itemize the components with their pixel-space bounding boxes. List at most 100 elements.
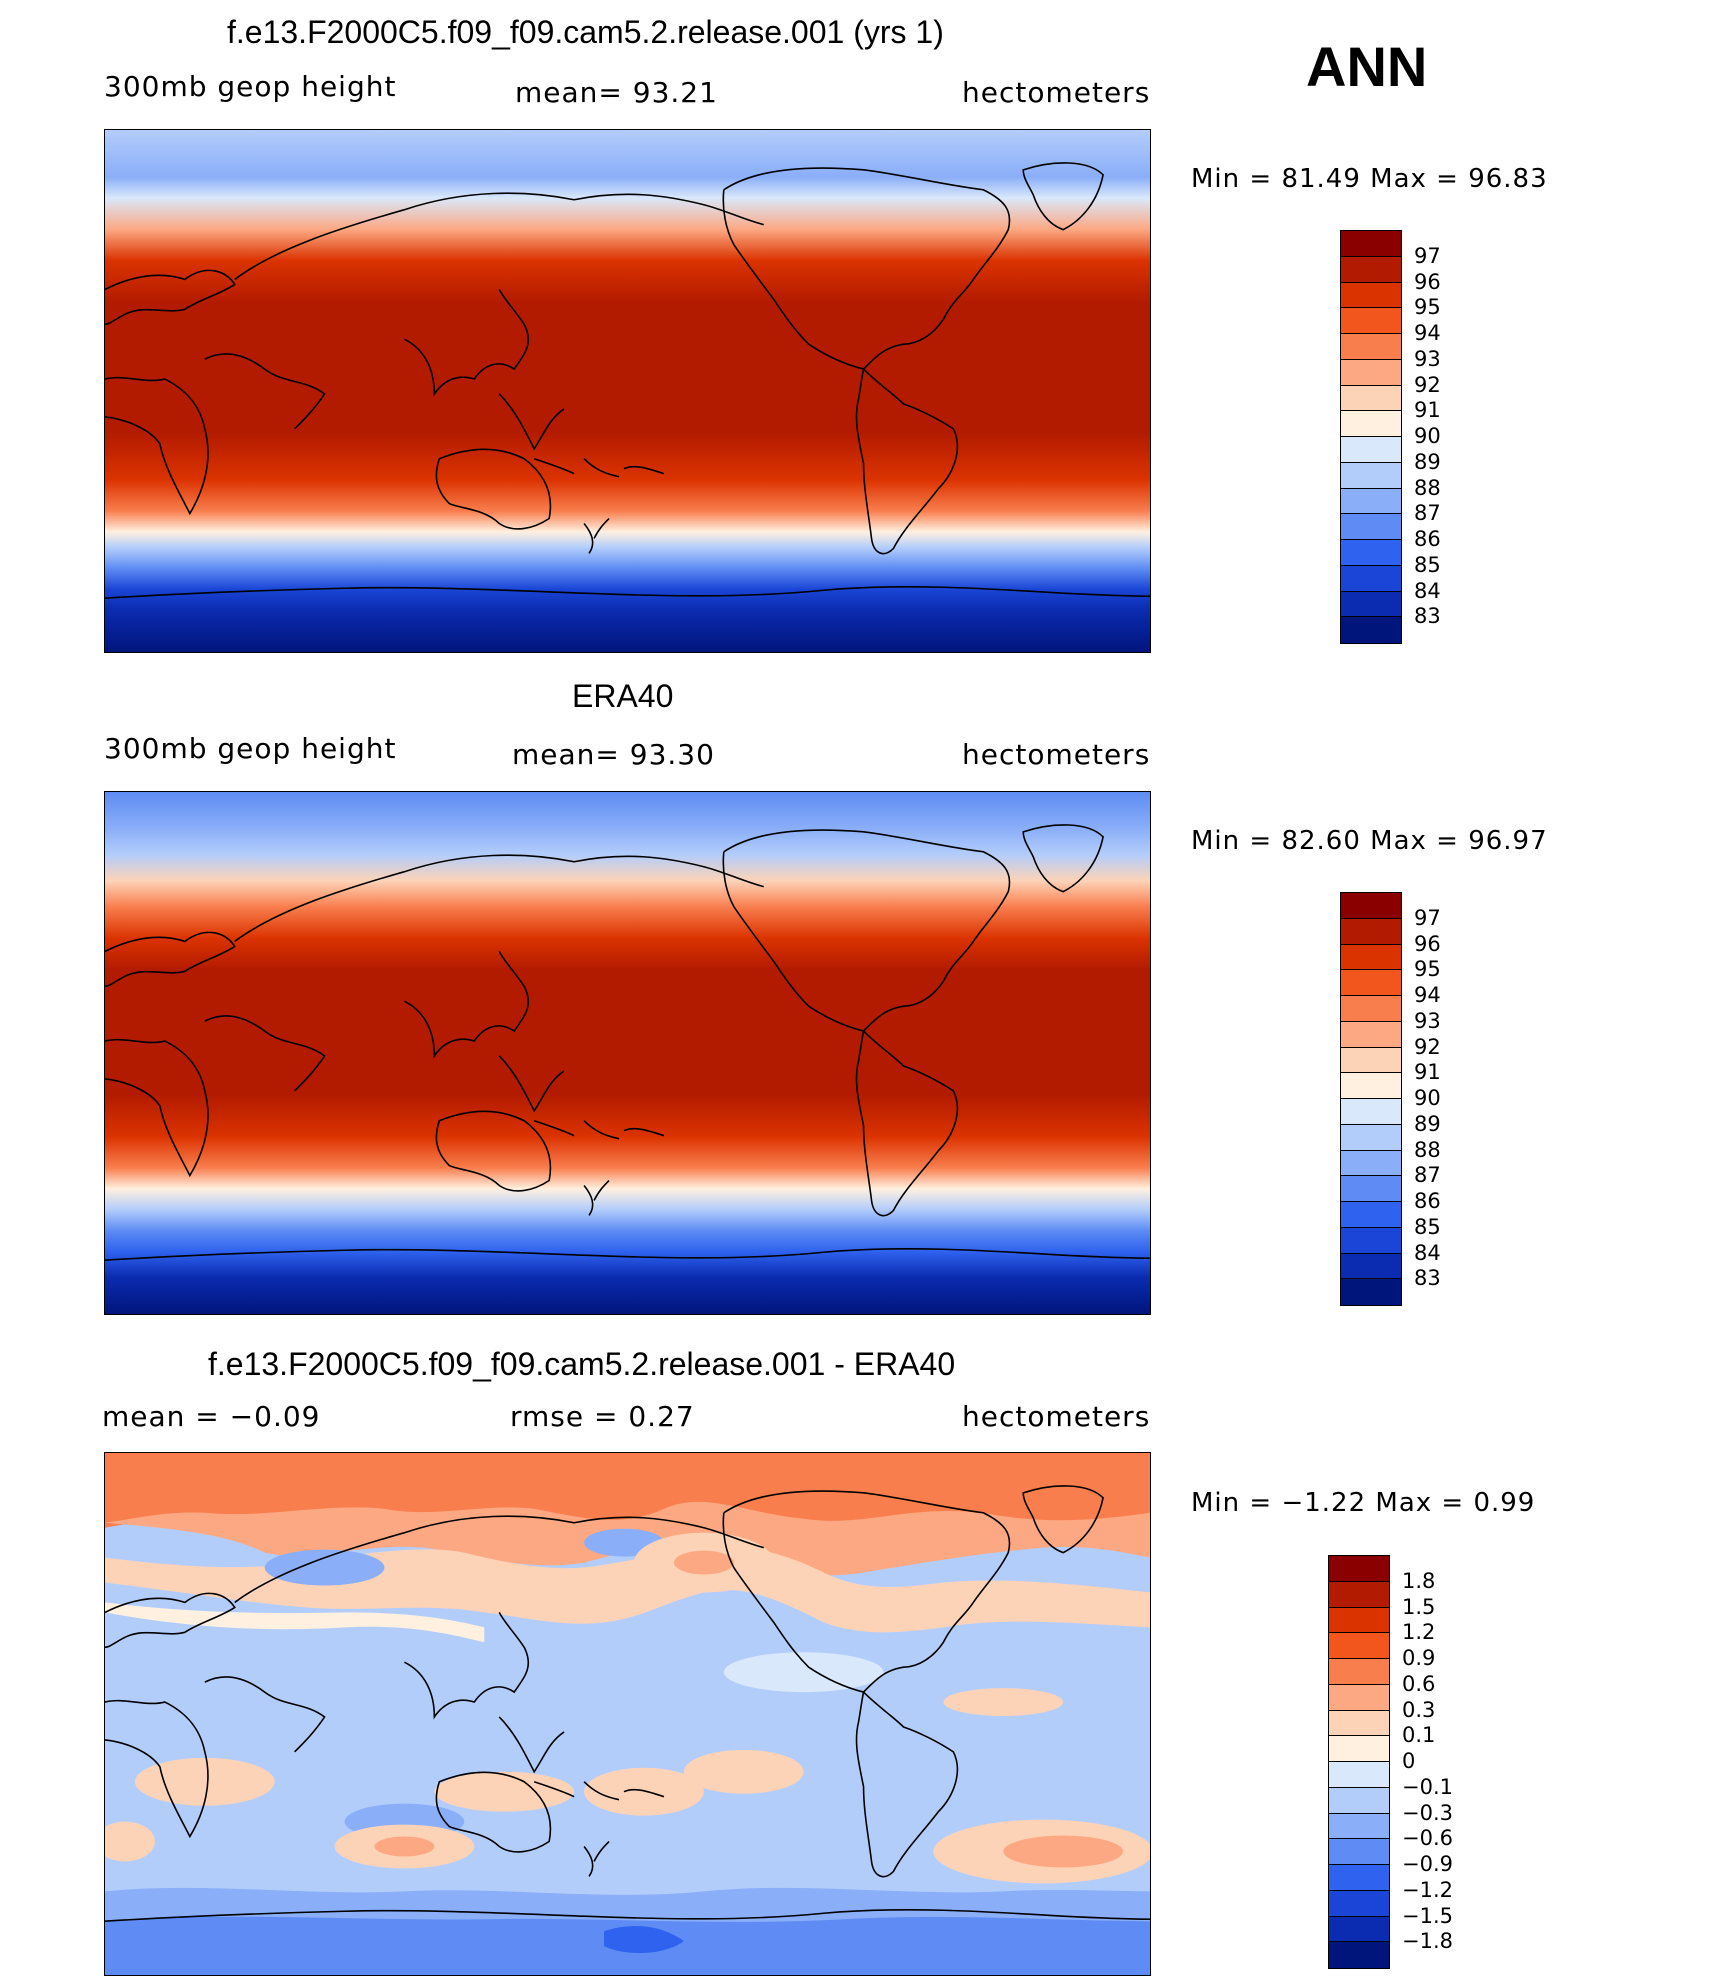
colorbar-swatch bbox=[1341, 540, 1401, 566]
colorbar-swatch bbox=[1341, 1279, 1401, 1305]
colorbar-swatch bbox=[1341, 996, 1401, 1022]
panel1-units-label: hectometers bbox=[962, 76, 1151, 109]
colorbar-swatch bbox=[1341, 1124, 1401, 1151]
colorbar-tick-label: 97 bbox=[1414, 243, 1441, 268]
colorbar-tick-label: 0.9 bbox=[1402, 1646, 1436, 1670]
colorbar-tick-label: 88 bbox=[1414, 1137, 1441, 1162]
panel1-variable-label: 300mb geop height bbox=[104, 70, 397, 103]
colorbar-swatch bbox=[1341, 1021, 1401, 1048]
colorbar-swatch bbox=[1341, 411, 1401, 437]
colorbar-swatch bbox=[1329, 1710, 1389, 1737]
colorbar-swatch bbox=[1341, 256, 1401, 283]
panel2-title: ERA40 bbox=[572, 678, 674, 714]
colorbar-tick-label: −1.5 bbox=[1402, 1903, 1453, 1928]
colorbar-tick-label: 92 bbox=[1414, 1034, 1441, 1059]
colorbar-tick-label: −1.8 bbox=[1402, 1929, 1453, 1954]
colorbar-tick-label: −0.9 bbox=[1402, 1852, 1453, 1876]
colorbar-swatch bbox=[1341, 231, 1401, 257]
colorbar-swatch bbox=[1341, 1176, 1401, 1202]
panel1-colorbar bbox=[1340, 230, 1402, 644]
colorbar-tick-label: 93 bbox=[1414, 1008, 1441, 1033]
panel3-map-svg bbox=[105, 1453, 1150, 1975]
colorbar-swatch bbox=[1329, 1607, 1389, 1634]
colorbar-swatch bbox=[1341, 462, 1401, 489]
colorbar-swatch bbox=[1341, 308, 1401, 334]
colorbar-tick-label: 83 bbox=[1414, 1266, 1441, 1291]
panel2-colorbar bbox=[1340, 892, 1402, 1306]
panel2-units-label: hectometers bbox=[962, 738, 1151, 771]
colorbar-tick-label: −0.1 bbox=[1402, 1774, 1453, 1799]
colorbar-swatch bbox=[1341, 488, 1401, 515]
colorbar-tick-label: 90 bbox=[1414, 424, 1441, 448]
colorbar-tick-label: 84 bbox=[1414, 578, 1441, 603]
colorbar-swatch bbox=[1341, 359, 1401, 386]
colorbar-swatch bbox=[1329, 1581, 1389, 1608]
colorbar-tick-label: 91 bbox=[1414, 398, 1441, 423]
colorbar-tick-label: 94 bbox=[1414, 983, 1441, 1007]
colorbar-tick-label: 85 bbox=[1414, 1214, 1441, 1239]
colorbar-swatch bbox=[1329, 1942, 1389, 1968]
colorbar-tick-label: 96 bbox=[1414, 931, 1441, 956]
colorbar-swatch bbox=[1329, 1736, 1389, 1762]
season-label: ANN bbox=[1306, 35, 1428, 98]
panel2-map-svg bbox=[105, 792, 1150, 1314]
panel3-colorbar bbox=[1328, 1555, 1390, 1969]
panel1-title: f.e13.F2000C5.f09_f09.cam5.2.release.001… bbox=[227, 14, 944, 50]
colorbar-tick-label: 1.5 bbox=[1402, 1594, 1436, 1619]
panel3-map bbox=[104, 1452, 1151, 1976]
colorbar-tick-label: 87 bbox=[1414, 1163, 1441, 1188]
colorbar-swatch bbox=[1329, 1633, 1389, 1659]
colorbar-swatch bbox=[1341, 1047, 1401, 1074]
colorbar-swatch bbox=[1341, 1150, 1401, 1177]
colorbar-swatch bbox=[1329, 1839, 1389, 1865]
colorbar-tick-label: 0.1 bbox=[1402, 1723, 1436, 1748]
colorbar-tick-label: 89 bbox=[1414, 1111, 1441, 1136]
colorbar-tick-label: 91 bbox=[1414, 1060, 1441, 1085]
colorbar-swatch bbox=[1341, 1253, 1401, 1280]
colorbar-tick-label: 83 bbox=[1414, 604, 1441, 629]
panel1-mean-label: mean= 93.21 bbox=[515, 76, 718, 109]
colorbar-tick-label: 1.8 bbox=[1402, 1568, 1436, 1593]
panel2-mean-label: mean= 93.30 bbox=[512, 738, 715, 771]
colorbar-swatch bbox=[1329, 1659, 1389, 1685]
colorbar-tick-label: 95 bbox=[1414, 295, 1441, 320]
colorbar-tick-label: 84 bbox=[1414, 1240, 1441, 1265]
colorbar-swatch bbox=[1341, 437, 1401, 463]
colorbar-swatch bbox=[1341, 944, 1401, 971]
colorbar-tick-label: 90 bbox=[1414, 1086, 1441, 1110]
colorbar-tick-label: −1.2 bbox=[1402, 1877, 1453, 1902]
panel2-map bbox=[104, 791, 1151, 1315]
colorbar-tick-label: 86 bbox=[1414, 1189, 1441, 1213]
colorbar-tick-label: 95 bbox=[1414, 957, 1441, 982]
colorbar-swatch bbox=[1341, 591, 1401, 618]
panel1-map bbox=[104, 129, 1151, 653]
colorbar-tick-label: −0.6 bbox=[1402, 1826, 1453, 1851]
colorbar-tick-label: −0.3 bbox=[1402, 1800, 1453, 1825]
colorbar-swatch bbox=[1329, 1556, 1389, 1582]
colorbar-tick-label: 0.3 bbox=[1402, 1697, 1436, 1722]
colorbar-swatch bbox=[1341, 918, 1401, 945]
colorbar-swatch bbox=[1329, 1762, 1389, 1788]
colorbar-tick-label: 93 bbox=[1414, 346, 1441, 371]
colorbar-tick-label: 1.2 bbox=[1402, 1620, 1436, 1645]
colorbar-tick-label: 96 bbox=[1414, 269, 1441, 294]
colorbar-tick-label: 94 bbox=[1414, 321, 1441, 345]
colorbar-tick-label: 86 bbox=[1414, 527, 1441, 551]
colorbar-swatch bbox=[1341, 1073, 1401, 1099]
panel3-units-label: hectometers bbox=[962, 1400, 1151, 1433]
colorbar-swatch bbox=[1329, 1684, 1389, 1711]
panel1-minmax: Min = 81.49 Max = 96.83 bbox=[1191, 164, 1548, 194]
colorbar-swatch bbox=[1341, 970, 1401, 996]
colorbar-tick-label: 89 bbox=[1414, 449, 1441, 474]
colorbar-swatch bbox=[1341, 385, 1401, 412]
colorbar-tick-label: 92 bbox=[1414, 372, 1441, 397]
colorbar-tick-label: 85 bbox=[1414, 552, 1441, 577]
colorbar-swatch bbox=[1341, 893, 1401, 919]
panel2-minmax: Min = 82.60 Max = 96.97 bbox=[1191, 826, 1548, 856]
panel3-rmse-label: rmse = 0.27 bbox=[510, 1400, 695, 1433]
colorbar-tick-label: 0.6 bbox=[1402, 1671, 1436, 1696]
colorbar-swatch bbox=[1341, 617, 1401, 643]
panel1-map-svg bbox=[105, 130, 1150, 652]
colorbar-tick-label: 87 bbox=[1414, 501, 1441, 526]
colorbar-swatch bbox=[1341, 1099, 1401, 1125]
